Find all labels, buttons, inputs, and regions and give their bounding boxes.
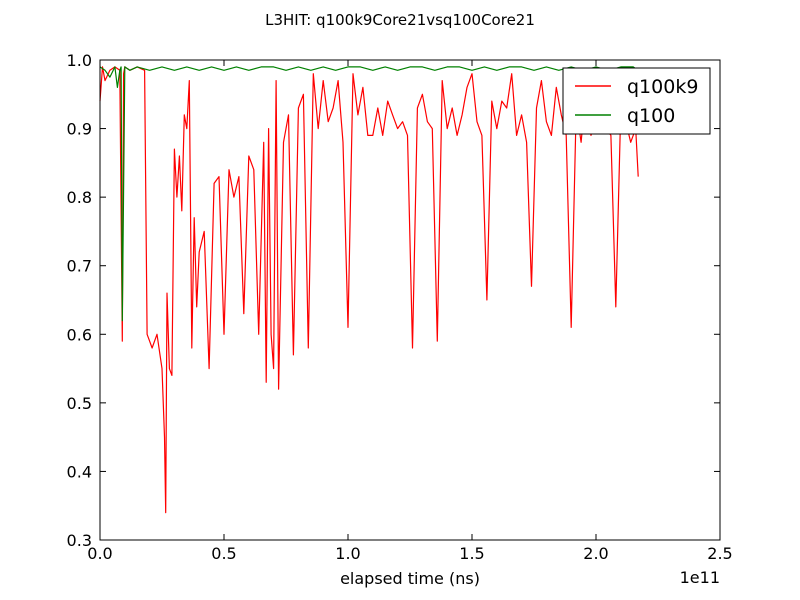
legend-label: q100k9 [627, 76, 698, 98]
x-offset-text: 1e11 [680, 568, 720, 587]
legend: q100k9 q100 [562, 67, 711, 135]
x-tick-label: 1.0 [335, 544, 360, 563]
legend-label: q100 [627, 105, 675, 127]
legend-box [562, 67, 711, 135]
series-line-q100 [99, 66, 639, 322]
x-tick-label: 0.5 [211, 544, 236, 563]
y-tick-label: 0.6 [67, 325, 92, 344]
y-tick-label: 0.7 [67, 257, 92, 276]
x-tick-label: 1.5 [459, 544, 484, 563]
y-axis: 0.3 0.4 0.5 0.6 0.7 0.8 0.9 1.0 [67, 51, 720, 550]
y-tick-label: 0.9 [67, 120, 92, 139]
y-tick-label: 0.3 [67, 531, 92, 550]
series-line-q100k9 [99, 66, 639, 514]
y-tick-label: 0.8 [67, 188, 92, 207]
series-layer [99, 66, 639, 514]
x-axis-label: elapsed time (ns) [340, 569, 480, 588]
chart-title: L3HIT: q100k9Core21vsq100Core21 [265, 11, 535, 29]
x-axis: 0.0 0.5 1.0 1.5 2.0 2.5 [87, 60, 733, 563]
y-tick-label: 1.0 [67, 51, 92, 70]
y-tick-label: 0.4 [67, 462, 92, 481]
x-tick-label: 2.0 [583, 544, 608, 563]
y-tick-label: 0.5 [67, 394, 92, 413]
plot-frame [99, 59, 721, 541]
x-tick-label: 2.5 [707, 544, 732, 563]
x-tick-label: 0.0 [87, 544, 112, 563]
